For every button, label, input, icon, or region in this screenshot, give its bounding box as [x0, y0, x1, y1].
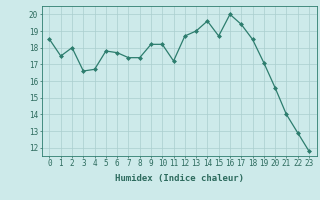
X-axis label: Humidex (Indice chaleur): Humidex (Indice chaleur): [115, 174, 244, 183]
